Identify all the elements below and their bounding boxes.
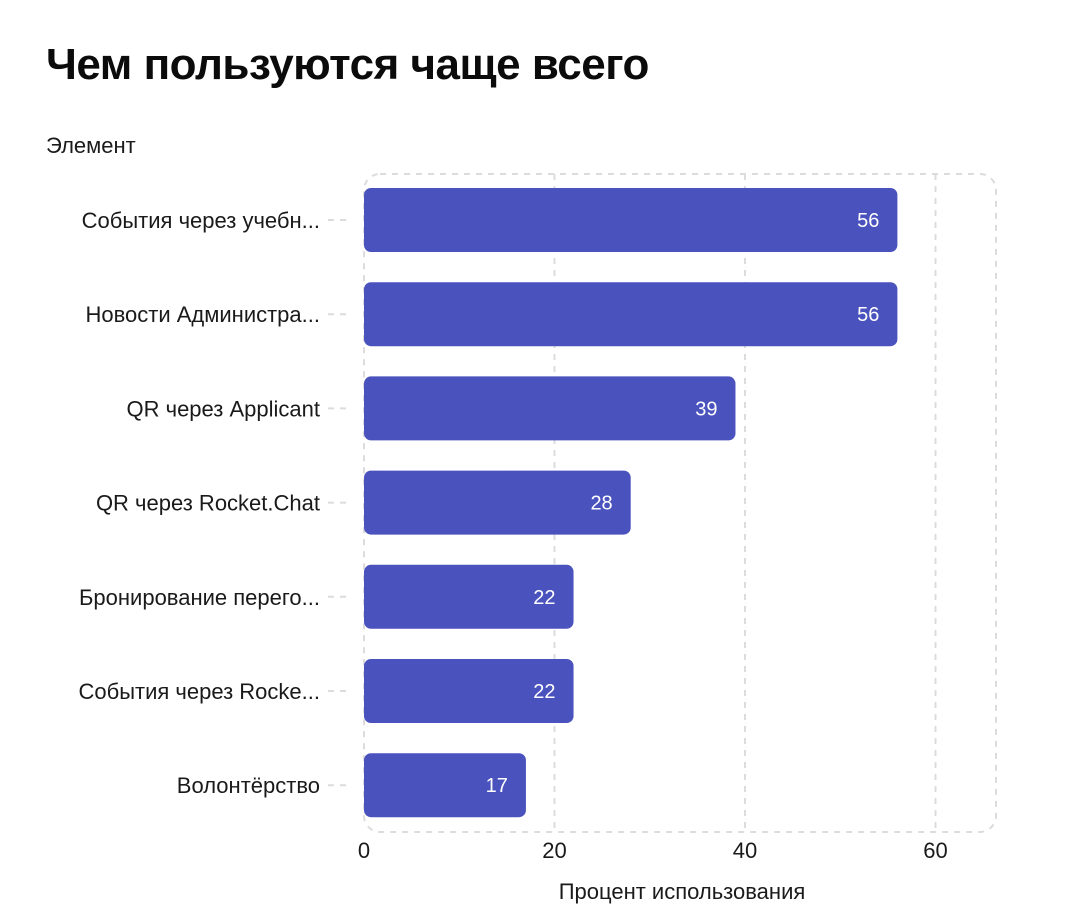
bar xyxy=(364,376,736,441)
category-label: QR через Rocket.Chat xyxy=(96,491,320,516)
bar-value-label: 39 xyxy=(695,398,717,420)
bar-value-label: 22 xyxy=(533,681,555,703)
x-tick-label: 40 xyxy=(733,838,757,863)
y-axis-title: Элемент xyxy=(46,133,136,158)
bar xyxy=(364,564,574,629)
chart-title: Чем пользуются чаще всего xyxy=(46,40,649,89)
bar-value-label: 56 xyxy=(857,304,879,326)
bar xyxy=(364,282,898,347)
category-label: Волонтёрство xyxy=(177,773,320,798)
bar xyxy=(364,470,631,535)
category-label: Новости Администра... xyxy=(85,302,320,327)
bar-value-label: 22 xyxy=(533,587,555,609)
x-tick-label: 20 xyxy=(542,838,566,863)
bar xyxy=(364,659,574,723)
category-label: События через учебн... xyxy=(82,208,320,233)
category-label: Бронирование перего... xyxy=(79,585,320,610)
bar-value-label: 17 xyxy=(486,775,508,797)
x-tick-label: 0 xyxy=(358,838,370,863)
x-tick-label: 60 xyxy=(923,838,947,863)
bar-value-label: 56 xyxy=(857,210,879,232)
bar xyxy=(364,753,526,818)
bar xyxy=(364,188,898,252)
x-axis-title: Процент использования xyxy=(559,879,806,904)
category-label: События через Rocke... xyxy=(78,679,320,704)
category-label: QR через Applicant xyxy=(127,396,321,421)
bar-value-label: 28 xyxy=(590,493,612,515)
